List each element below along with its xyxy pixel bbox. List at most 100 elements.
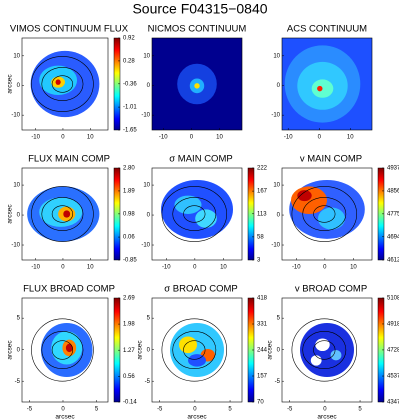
image-region (310, 355, 322, 366)
panel: σ MAIN COMP -10 0 10 -10 0 10 3 58 113 167 222 (141, 154, 267, 271)
contour (31, 56, 94, 112)
y-tick-label: 5 (147, 316, 151, 322)
x-tick-label: -10 (162, 265, 171, 271)
x-tick-label: -10 (292, 265, 301, 271)
panel-title: v BROAD COMP (295, 284, 367, 295)
contour (41, 197, 84, 231)
colorbar-tick-label: 0.56 (123, 374, 135, 380)
y-tick-label: 5 (17, 316, 21, 322)
y-tick-label: 0 (17, 213, 21, 219)
contour (302, 197, 347, 231)
colorbar-tick-label: -1.65 (123, 128, 137, 134)
y-tick-label: 0 (17, 347, 21, 353)
colorbar-tick-label: -0.85 (123, 258, 137, 264)
x-tick-label: -10 (31, 135, 40, 141)
colorbar-tick-label: 0.98 (123, 211, 135, 217)
x-tick-label: 0 (61, 135, 65, 141)
colorbar-tick-label: 2.80 (123, 166, 135, 172)
colorbar-tick-label: 167 (257, 189, 268, 195)
x-tick-label: 5 (228, 407, 232, 413)
contour (313, 205, 336, 223)
colorbar-tick-label: 0.06 (123, 235, 135, 241)
y-tick-label: -10 (141, 113, 150, 119)
plot-frame (21, 37, 109, 131)
y-tick-label: 0 (17, 83, 21, 89)
image-region (317, 85, 323, 92)
contour (41, 330, 84, 370)
x-tick-label: 10 (347, 135, 354, 141)
plot-frame (151, 37, 243, 131)
panel: v BROAD COMP -5 0 5 -5 0 5 arcsec arcsec 4347 4537… (267, 284, 399, 419)
y-tick-label: 10 (273, 53, 280, 59)
colorbar-tick-label: 4612 (387, 258, 399, 264)
colorbar-tick-label: 70 (257, 400, 264, 406)
panel: NICMOS CONTINUUM -10 0 10 -10 0 10 (141, 24, 246, 141)
image-region (194, 83, 200, 89)
x-tick-label: 5 (95, 407, 99, 413)
colorbar-tick-label: 157 (257, 374, 268, 380)
y-tick-label: -5 (15, 379, 21, 385)
plot-frame (151, 167, 243, 261)
y-tick-label: 0 (277, 347, 281, 353)
contour (172, 330, 217, 370)
image-region (55, 79, 61, 85)
panel-title: FLUX BROAD COMP (23, 284, 115, 295)
x-tick-label: -10 (31, 265, 40, 271)
contour (161, 318, 227, 382)
x-tick-label: 0 (193, 265, 197, 271)
image-region (174, 195, 202, 214)
image-region (297, 190, 312, 202)
y-tick-label: 0 (277, 213, 281, 219)
y-tick-label: 10 (143, 183, 150, 189)
image-region (315, 338, 330, 352)
panel: VIMOS CONTINUUM FLUX -10 0 10 -10 0 10 arcsec -1… (7, 24, 138, 141)
panel-title: VIMOS CONTINUUM FLUX (10, 24, 129, 35)
colorbar-tick-label: 222 (257, 166, 268, 172)
contour (183, 205, 206, 223)
colorbar-tick-label: -0.14 (123, 400, 137, 406)
panel-title: σ BROAD COMP (164, 284, 237, 295)
contour (291, 318, 357, 382)
panel: ACS CONTINUUM -10 0 10 -10 0 10 (271, 24, 373, 141)
y-axis-label: arcsec (267, 340, 274, 360)
image-region (195, 209, 217, 228)
colorbar-tick-label: 4694 (387, 234, 399, 240)
image-region (65, 343, 73, 353)
x-tick-label: 10 (216, 135, 223, 141)
plot-frame (151, 297, 243, 403)
y-axis-label: arcsec (7, 74, 14, 94)
x-tick-label: -5 (287, 407, 293, 413)
x-tick-label: 0 (61, 265, 65, 271)
contour (183, 340, 206, 360)
contour (31, 318, 94, 382)
y-tick-label: -10 (11, 113, 20, 119)
colorbar-tick-label: -0.36 (123, 81, 137, 87)
y-axis-label: arcsec (7, 204, 14, 224)
y-tick-label: -5 (275, 379, 281, 385)
image-region (311, 79, 334, 98)
y-tick-label: 0 (277, 83, 281, 89)
x-tick-label: 0 (323, 265, 327, 271)
x-tick-label: -5 (27, 407, 33, 413)
colorbar-tick-label: 1.98 (123, 322, 135, 328)
panel: FLUX BROAD COMP -5 0 5 -5 0 5 arcsec arcsec -0.14… (7, 284, 138, 419)
contour (31, 186, 94, 242)
contour (41, 67, 84, 101)
contour (51, 205, 74, 223)
colorbar-tick-label: 418 (257, 296, 268, 302)
x-axis-label: arcsec (55, 414, 75, 419)
contour (51, 75, 74, 93)
x-tick-label: 10 (220, 265, 227, 271)
colorbar-tick-label: 1.89 (123, 189, 135, 195)
x-tick-label: -10 (159, 135, 168, 141)
colorbar-tick-label: 4937 (387, 166, 399, 172)
contour (161, 186, 227, 242)
colorbar-tick-label: 331 (257, 322, 268, 328)
x-tick-label: -5 (157, 407, 163, 413)
y-tick-label: 10 (13, 183, 20, 189)
contour (291, 186, 357, 242)
panel-title: NICMOS CONTINUUM (148, 24, 247, 35)
image-region (170, 322, 224, 378)
panel: v MAIN COMP -10 0 10 -10 0 10 4612 4694 4775 4856 4… (271, 154, 399, 271)
colorbar-tick-label: 4728 (387, 348, 399, 354)
